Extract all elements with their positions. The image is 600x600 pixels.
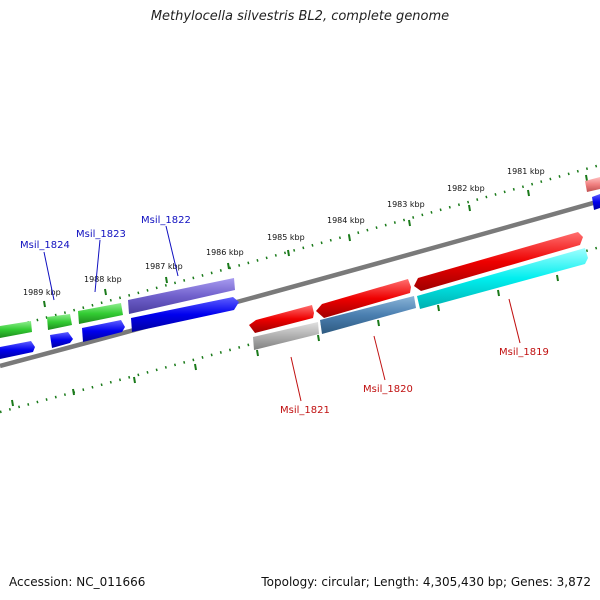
gene-label-msil-1821[interactable]: Msil_1821 <box>280 405 330 416</box>
label-leaders <box>43 225 521 402</box>
gene-label-msil-1819[interactable]: Msil_1819 <box>499 347 549 358</box>
kbp-label: 1982 kbp <box>447 184 485 193</box>
gene-blue-small[interactable] <box>50 332 73 348</box>
kbp-labels: 1981 kbp 1982 kbp 1983 kbp 1984 kbp 1985… <box>23 167 545 297</box>
gene-blue-large[interactable] <box>131 297 239 332</box>
outer-major-ticks <box>43 174 588 308</box>
gene-segment-red[interactable] <box>316 279 411 318</box>
outer-tick-ring <box>0 163 600 332</box>
kbp-label: 1988 kbp <box>84 275 122 284</box>
gene-label-msil-1822[interactable]: Msil_1822 <box>141 215 191 226</box>
gene-msil-1823[interactable] <box>78 303 123 324</box>
genome-backbone <box>0 198 600 369</box>
gene-green-left[interactable] <box>0 321 32 338</box>
gene-label-msil-1824[interactable]: Msil_1824 <box>20 240 70 251</box>
kbp-label: 1989 kbp <box>23 288 61 297</box>
gene-msil-1820[interactable] <box>320 296 416 334</box>
kbp-label: 1986 kbp <box>206 248 244 257</box>
kbp-label: 1981 kbp <box>507 167 545 176</box>
reverse-strand-genes <box>0 194 600 359</box>
gene-msil-1822[interactable] <box>128 278 235 314</box>
inner-major-ticks <box>11 274 559 407</box>
gene-label-msil-1823[interactable]: Msil_1823 <box>76 229 126 240</box>
accession-text: Accession: NC_011666 <box>9 575 146 589</box>
gene-blue-left[interactable] <box>0 341 35 359</box>
genome-summary-text: Topology: circular; Length: 4,305,430 bp… <box>261 575 591 589</box>
gene-blue-mid[interactable] <box>82 320 125 342</box>
forward-strand-genes <box>0 177 600 338</box>
kbp-label: 1983 kbp <box>387 200 425 209</box>
gene-label-msil-1820[interactable]: Msil_1820 <box>363 384 413 395</box>
gene-msil-1819-top[interactable] <box>414 232 583 291</box>
gene-msil-1819[interactable] <box>417 248 588 309</box>
gene-msil-1824[interactable] <box>47 314 72 330</box>
kbp-label: 1985 kbp <box>267 233 305 242</box>
kbp-label: 1984 kbp <box>327 216 365 225</box>
gene-pink-edge[interactable] <box>585 177 600 192</box>
gene-msil-1821[interactable] <box>253 322 319 350</box>
gene-msil-1821-top[interactable] <box>249 305 314 333</box>
map-title: Methylocella silvestris BL2, complete ge… <box>150 9 450 24</box>
gene-blue-edge[interactable] <box>592 194 600 210</box>
kbp-label: 1987 kbp <box>145 262 183 271</box>
gene-labels: Msil_1822 Msil_1823 Msil_1824 Msil_1819 … <box>20 215 549 416</box>
